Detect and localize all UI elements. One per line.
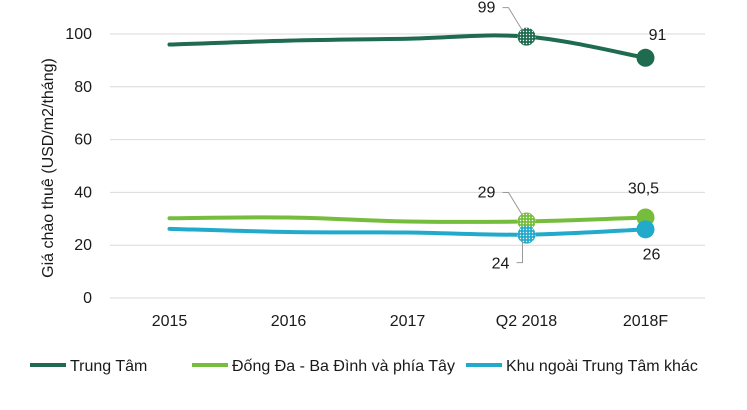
legend-label: Khu ngoài Trung Tâm khác — [506, 358, 698, 375]
data-point-patterned — [517, 27, 536, 46]
y-axis-label: Giá chào thuê (USD/m2/tháng) — [40, 58, 57, 278]
x-axis-ticks: 2015 2016 2017 Q2 2018 2018F — [152, 313, 669, 330]
legend-label: Đống Đa - Ba Đình và phía Tây — [232, 358, 455, 375]
data-markers — [517, 27, 655, 244]
leader-line — [516, 240, 523, 264]
x-tick-label: 2016 — [271, 313, 307, 330]
gridlines — [110, 33, 705, 299]
series-line — [167, 215, 648, 224]
data-point-patterned — [517, 212, 536, 231]
series-lines — [167, 33, 648, 237]
series-line — [167, 33, 648, 60]
x-tick-label: Q2 2018 — [496, 313, 557, 330]
y-tick-label: 20 — [74, 237, 92, 254]
y-tick-label: 0 — [83, 290, 92, 307]
data-labels: 99 91 29 30,5 24 26 — [478, 0, 667, 273]
data-label: 24 — [492, 256, 510, 273]
y-tick-label: 40 — [74, 184, 92, 201]
x-tick-label: 2018F — [623, 313, 669, 330]
leader-line — [502, 191, 523, 216]
data-label: 30,5 — [628, 180, 659, 197]
y-axis-ticks: 0 20 40 60 80 100 — [65, 26, 92, 307]
data-point — [636, 48, 655, 67]
x-tick-label: 2015 — [152, 313, 188, 330]
legend-label: Trung Tâm — [70, 358, 147, 375]
legend: Trung Tâm Đống Đa - Ba Đình và phía Tây Kh… — [30, 358, 698, 375]
data-point-patterned — [517, 225, 536, 244]
series-line — [167, 226, 648, 237]
leader-line — [502, 7, 523, 31]
data-label: 26 — [643, 246, 661, 263]
data-label: 91 — [649, 27, 667, 44]
y-tick-label: 100 — [65, 26, 92, 43]
x-tick-label: 2017 — [390, 313, 426, 330]
data-point — [636, 220, 655, 239]
y-tick-label: 80 — [74, 79, 92, 96]
data-label: 99 — [478, 0, 496, 17]
data-label: 29 — [478, 184, 496, 201]
y-tick-label: 60 — [74, 132, 92, 149]
